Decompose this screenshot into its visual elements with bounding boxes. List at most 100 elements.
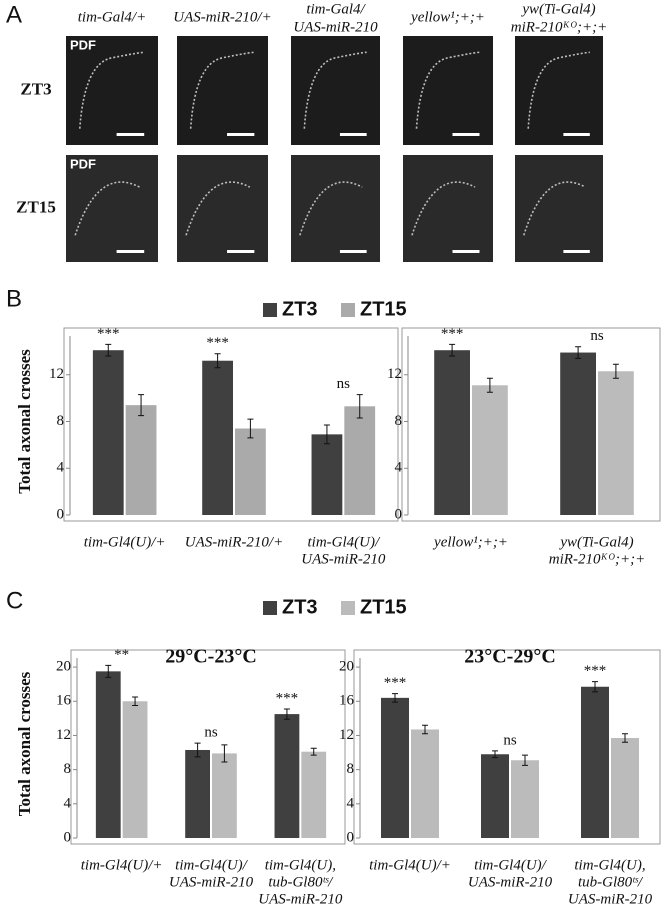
bar	[125, 405, 157, 515]
error-bar	[392, 693, 398, 703]
stain-label: PDF	[70, 37, 96, 52]
bar	[611, 738, 639, 838]
x-tick-label: tim-Gl4(U)/	[175, 857, 248, 873]
x-tick-label: tim-Gl4(U),	[574, 857, 645, 873]
axon	[74, 181, 140, 236]
x-tick-label: tim-Gl4(U)/+	[369, 857, 451, 873]
y-axis-label: Total axonal crosses	[15, 671, 34, 816]
significance: ns	[503, 732, 517, 748]
x-tick-label: UAS-miR-210	[568, 891, 653, 907]
scale-bar	[227, 250, 255, 253]
x-tick-label: tim-Gl4(U)/	[308, 534, 381, 550]
y-tick-label: 8	[347, 761, 355, 777]
x-tick-label: tub-Gl80ᵗˢ/	[578, 874, 644, 890]
significance: ***	[97, 326, 120, 342]
significance: ***	[206, 335, 229, 351]
x-tick-label: UAS-miR-210	[301, 551, 386, 567]
chart-title: 29°C-23°C	[165, 646, 257, 668]
column-label: miR-210ᴷᴼ;+;+	[511, 19, 607, 35]
legend-label: ZT15	[360, 596, 407, 618]
y-tick-label: 12	[49, 366, 64, 382]
significance: ns	[204, 725, 218, 741]
y-tick-label: 16	[339, 693, 355, 709]
row-label: ZT3	[20, 79, 51, 98]
bar	[434, 350, 470, 515]
axon	[527, 51, 590, 129]
error-bar	[138, 394, 145, 417]
bar	[235, 428, 266, 515]
micrograph	[66, 155, 158, 262]
micrograph	[291, 36, 380, 145]
significance: **	[114, 647, 129, 663]
legend-swatch	[341, 303, 355, 317]
bar	[511, 760, 539, 838]
stain-label: PDF	[70, 156, 96, 171]
bar	[122, 701, 148, 838]
y-tick-label: 12	[387, 366, 402, 382]
panel-label: A	[6, 1, 22, 28]
scale-bar	[339, 133, 367, 136]
row-label: ZT15	[16, 197, 56, 216]
error-bar	[612, 363, 619, 379]
axon	[415, 51, 480, 129]
axon	[79, 51, 145, 129]
x-tick-label: yw(Ti-Gal4)	[558, 534, 633, 550]
micrograph	[177, 36, 268, 145]
bar	[301, 751, 327, 838]
y-tick-label: 8	[57, 413, 65, 429]
legend-swatch	[341, 601, 355, 615]
error-bar	[247, 418, 254, 439]
legend-swatch	[263, 601, 277, 615]
plot-frame	[353, 649, 661, 845]
column-label: UAS-miR-210	[293, 19, 378, 35]
y-tick-label: 20	[339, 659, 354, 675]
y-tick-label: 4	[395, 460, 403, 476]
scale-bar	[227, 133, 255, 136]
y-tick-label: 16	[56, 693, 72, 709]
significance: ***	[584, 663, 607, 679]
y-tick-label: 12	[56, 727, 71, 743]
bar	[472, 385, 508, 515]
panel-label: B	[6, 285, 22, 312]
error-bar	[449, 343, 456, 357]
significance: ***	[441, 326, 464, 342]
scale-bar	[116, 133, 145, 136]
error-bar	[214, 353, 221, 369]
plot-frame	[63, 327, 399, 522]
error-bar	[323, 424, 330, 445]
bar	[95, 671, 121, 838]
error-bar	[310, 747, 317, 756]
bar	[311, 434, 343, 515]
bar	[202, 360, 233, 515]
bar	[92, 350, 124, 515]
micrograph	[403, 155, 493, 262]
significance: ***	[384, 675, 407, 691]
y-tick-label: 0	[347, 829, 355, 845]
scale-bar	[452, 133, 480, 136]
x-tick-label: miR-210ᴷᴼ;+;+	[549, 551, 645, 567]
x-tick-label: UAS-miR-210/+	[185, 534, 283, 550]
error-bar	[622, 733, 628, 743]
column-label: yw(Ti-Gal4)	[520, 1, 595, 17]
bar	[212, 753, 237, 838]
y-tick-label: 0	[395, 506, 403, 522]
bar	[560, 352, 596, 515]
y-tick-label: 4	[57, 460, 65, 476]
x-tick-label: UAS-miR-210	[468, 874, 553, 890]
legend-label: ZT3	[282, 596, 318, 618]
column-label: tim-Gal4/	[306, 1, 366, 17]
significance: ***	[276, 690, 299, 706]
y-tick-label: 0	[57, 506, 65, 522]
error-bar	[221, 744, 228, 763]
plot-frame	[401, 327, 661, 522]
error-bar	[486, 377, 493, 393]
panel-label: C	[6, 587, 23, 614]
y-tick-label: 0	[64, 829, 72, 845]
error-bar	[592, 681, 598, 693]
plot-frame	[70, 649, 346, 845]
bar	[411, 729, 439, 838]
micrograph	[177, 155, 268, 262]
x-tick-label: yellow¹;+;+	[432, 534, 508, 550]
scale-bar	[563, 133, 590, 136]
